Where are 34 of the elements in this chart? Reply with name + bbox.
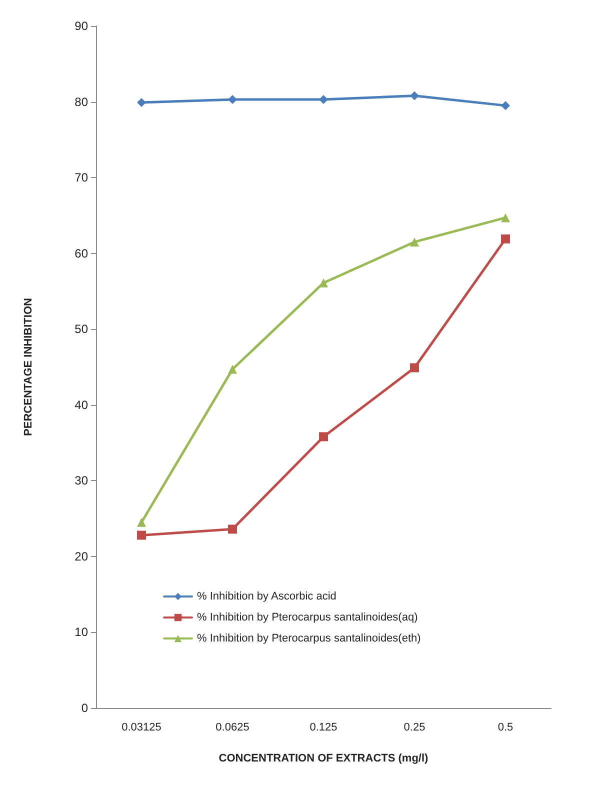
y-tick-label: 0 [81,701,88,715]
legend-label: % Inhibition by Ascorbic acid [197,590,336,602]
y-tick-label: 20 [74,549,88,564]
point [137,98,146,108]
y-tick-label: 90 [74,19,88,33]
x-tick-label: 0.03125 [122,722,162,734]
y-tick-label: 40 [74,398,88,412]
point [410,237,419,246]
legend-label: % Inhibition by Pterocarpus santalinoides(aq) [197,612,418,624]
point [228,524,237,534]
y-tick-label: 50 [74,322,88,336]
point [228,95,237,104]
point [501,234,510,244]
point [319,432,328,442]
point [228,364,237,374]
y-tick-label: 80 [74,94,88,109]
x-tick-label: 0.5 [498,722,514,734]
y-tick-label: 60 [74,246,88,260]
y-axis-title: PERCENTAGE INHIBITION [22,298,34,436]
x-axis-title: CONCENTRATION OF EXTRACTS (mg/l) [218,752,429,764]
legend-label: % Inhibition by Pterocarpus santalinoides(eth) [197,632,421,644]
x-tick-label: 0.0625 [216,722,250,734]
point [410,91,419,100]
y-tick-label: 10 [74,625,88,640]
y-tick-label: 70 [74,170,88,185]
x-tick-label: 0.25 [404,722,426,734]
point [501,101,510,110]
x-tick-label: 0.125 [310,722,338,734]
point [137,530,146,540]
y-tick-label: 30 [74,474,88,488]
point [319,95,328,104]
point [501,213,510,222]
point [137,518,146,527]
point [410,363,419,372]
